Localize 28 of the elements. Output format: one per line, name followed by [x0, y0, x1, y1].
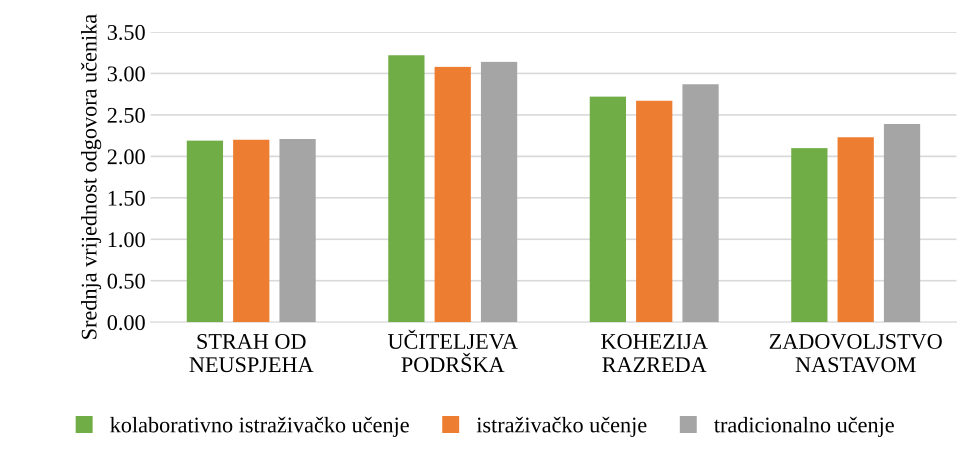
x-tick-label: KOHEZIJA RAZREDA — [601, 334, 708, 372]
bar — [636, 100, 672, 322]
y-tick-label: 2.50 — [108, 108, 145, 123]
legend-label: kolaborativno istraživačko učenje — [110, 416, 409, 437]
bar — [186, 140, 224, 322]
bar — [884, 124, 920, 322]
y-tick-label: 1.50 — [108, 190, 145, 206]
bar — [388, 55, 425, 322]
bar — [682, 84, 719, 322]
x-tick-label: UČITELJEVA PODRŠKA — [388, 330, 518, 372]
bar — [480, 62, 518, 322]
bar — [791, 148, 828, 322]
y-tick-label: 3.00 — [108, 66, 145, 82]
y-tick-label: 2.00 — [108, 149, 145, 164]
y-tick-label: 1.00 — [108, 232, 145, 248]
x-tick-label: ZADOVOLJSTVO NASTAVOM — [770, 334, 942, 372]
y-tick-label: 0.00 — [108, 315, 145, 330]
legend-label: tradicionalno učenje — [714, 416, 894, 437]
bar — [590, 96, 626, 322]
legend-label: istraživačko učenje — [476, 416, 646, 437]
y-axis-title: Srednja vrijednost odgovora učenika — [80, 14, 102, 339]
y-tick-label: 3.50 — [108, 24, 145, 40]
bar — [434, 66, 471, 322]
y-tick-label: 0.50 — [108, 274, 145, 289]
bar — [233, 140, 270, 322]
bar — [279, 138, 316, 322]
x-tick-label: STRAH OD NEUSPJEHA — [190, 334, 314, 372]
bar — [838, 137, 874, 322]
